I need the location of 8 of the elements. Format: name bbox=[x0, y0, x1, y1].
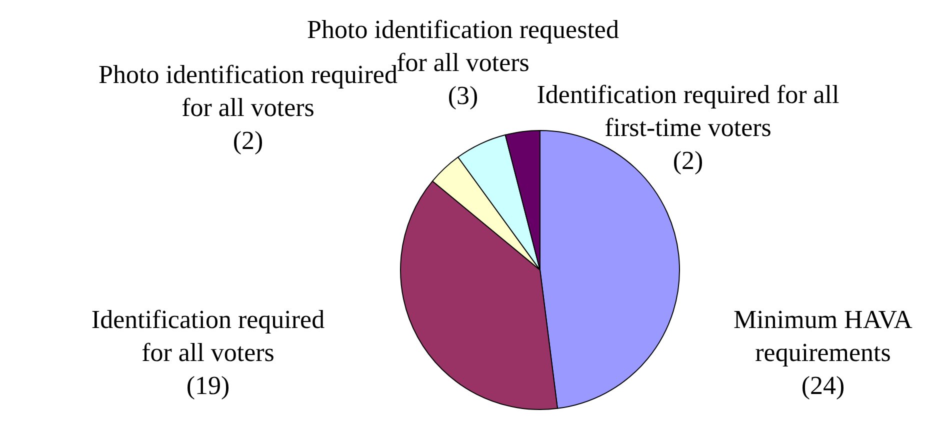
data-label: (19) bbox=[186, 370, 230, 400]
slice-label: Identification required for all first-time voters bbox=[536, 80, 840, 142]
data-label: (2) bbox=[672, 146, 704, 175]
slice-label: Identification required for all voters bbox=[91, 304, 325, 367]
data-label: (24) bbox=[801, 370, 845, 400]
slice-label: Minimum HAVA requirements bbox=[734, 304, 913, 367]
data-label: (2) bbox=[232, 126, 264, 155]
data-label: (3) bbox=[448, 80, 478, 110]
